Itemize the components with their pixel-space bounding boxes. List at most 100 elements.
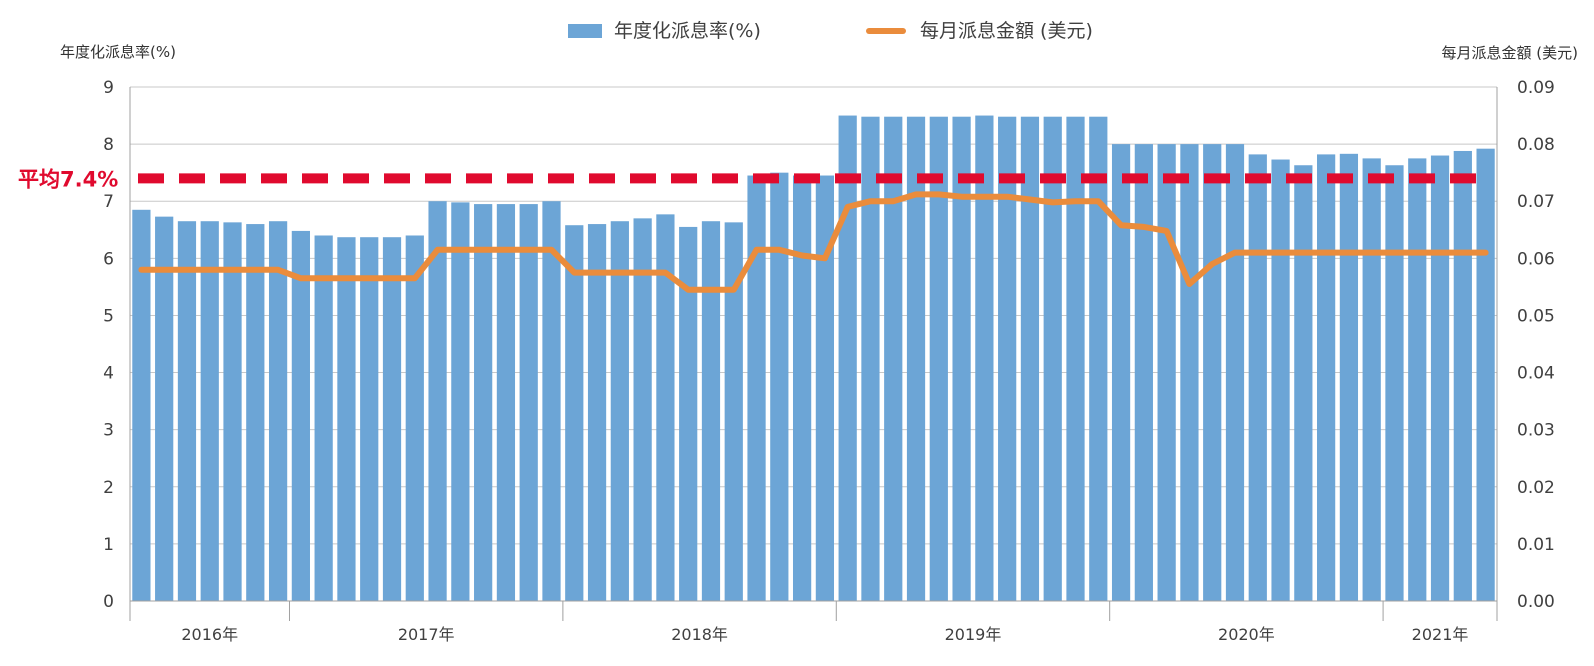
right-tick-label: 0.04 <box>1517 364 1555 384</box>
bar <box>906 116 926 601</box>
bar <box>1248 154 1267 601</box>
right-axis-ticks: 0.00 0.01 0.02 0.03 0.04 0.05 0.06 0.07 0.08 0.09 <box>1517 78 1555 612</box>
left-axis-ticks: 0 1 2 3 4 5 6 7 8 9 <box>103 78 114 612</box>
bar <box>952 116 971 601</box>
bar <box>587 224 607 602</box>
left-tick-label: 6 <box>103 249 114 269</box>
bar <box>701 221 721 601</box>
bar <box>405 235 424 601</box>
bar <box>1225 144 1245 601</box>
bar-series-annualized-yield <box>132 115 1495 602</box>
bar <box>428 201 447 601</box>
year-label: 2021年 <box>1412 625 1469 644</box>
bar <box>1180 144 1199 601</box>
bar <box>1339 153 1359 601</box>
bar <box>451 202 470 601</box>
average-line-group: 平均7.4% <box>18 167 1489 191</box>
right-tick-label: 0.09 <box>1517 78 1555 98</box>
bar <box>1043 116 1062 601</box>
bar <box>815 175 835 601</box>
left-axis-title: 年度化派息率(%) <box>60 43 176 61</box>
bar <box>496 204 516 602</box>
left-tick-label: 2 <box>103 478 114 498</box>
left-tick-label: 9 <box>103 78 114 98</box>
bar <box>1271 159 1290 601</box>
monthly-dividend-line <box>138 191 1489 293</box>
bar <box>1476 148 1495 601</box>
bar <box>656 214 675 601</box>
bar <box>929 116 948 601</box>
bar <box>382 237 402 602</box>
bar <box>1203 144 1222 601</box>
bar <box>724 222 743 601</box>
bar <box>1453 150 1472 601</box>
bar <box>633 218 652 601</box>
bar <box>155 216 174 602</box>
bar <box>1430 155 1450 602</box>
bar <box>474 204 493 602</box>
bar <box>1362 158 1381 601</box>
bar <box>177 221 197 601</box>
right-tick-label: 0.03 <box>1517 421 1555 441</box>
bar <box>132 209 151 602</box>
bar <box>1111 144 1131 601</box>
legend-line-label: 每月派息金額 (美元) <box>920 20 1093 42</box>
right-tick-label: 0.05 <box>1517 306 1555 326</box>
right-tick-label: 0.02 <box>1517 478 1555 498</box>
right-axis-title: 每月派息金額 (美元) <box>1442 44 1578 62</box>
bar <box>884 116 903 601</box>
bar <box>1020 116 1040 601</box>
left-tick-label: 4 <box>103 364 114 384</box>
average-label: 平均7.4% <box>18 167 118 191</box>
left-tick-label: 1 <box>103 535 114 555</box>
bar <box>200 221 219 601</box>
bar <box>268 221 288 601</box>
bar <box>770 172 789 601</box>
bar <box>565 225 584 601</box>
bar <box>1157 144 1176 601</box>
bar <box>1134 144 1153 601</box>
bar <box>1294 165 1313 601</box>
bar <box>610 221 629 601</box>
bar <box>291 230 310 602</box>
bar <box>747 175 766 601</box>
bar <box>1066 116 1085 601</box>
bar <box>246 224 265 602</box>
bar <box>360 237 379 602</box>
left-tick-label: 5 <box>103 306 114 326</box>
bar <box>792 175 812 601</box>
year-label: 2016年 <box>181 625 238 644</box>
bar <box>1317 154 1336 601</box>
axes <box>129 87 1498 602</box>
year-label: 2020年 <box>1218 625 1275 644</box>
right-tick-label: 0.08 <box>1517 135 1555 155</box>
right-tick-label: 0.06 <box>1517 249 1555 269</box>
bar <box>861 116 880 601</box>
year-label: 2018年 <box>671 625 728 644</box>
bar <box>519 204 538 602</box>
legend-bar-label: 年度化派息率(%) <box>614 20 761 42</box>
x-axis-year-labels: 2016年 2017年 2018年 2019年 2020年 2021年 <box>129 601 1498 644</box>
bar <box>337 237 356 602</box>
bar <box>1089 116 1108 601</box>
year-label: 2019年 <box>945 625 1002 644</box>
bar <box>838 115 857 602</box>
left-tick-label: 0 <box>103 592 114 612</box>
right-tick-label: 0.07 <box>1517 192 1555 212</box>
grid-lines <box>130 86 1497 602</box>
bar <box>314 235 333 601</box>
bar <box>1408 158 1427 601</box>
bar <box>998 116 1017 601</box>
left-tick-label: 3 <box>103 421 114 441</box>
right-tick-label: 0.00 <box>1517 592 1555 612</box>
bar <box>1385 165 1404 601</box>
bar <box>223 222 242 601</box>
right-tick-label: 0.01 <box>1517 535 1555 555</box>
year-label: 2017年 <box>398 625 455 644</box>
legend: 年度化派息率(%) 每月派息金額 (美元) <box>568 20 1093 42</box>
legend-bar-swatch <box>568 24 602 38</box>
bar <box>542 201 561 601</box>
left-tick-label: 7 <box>103 192 114 212</box>
bar <box>975 115 994 602</box>
